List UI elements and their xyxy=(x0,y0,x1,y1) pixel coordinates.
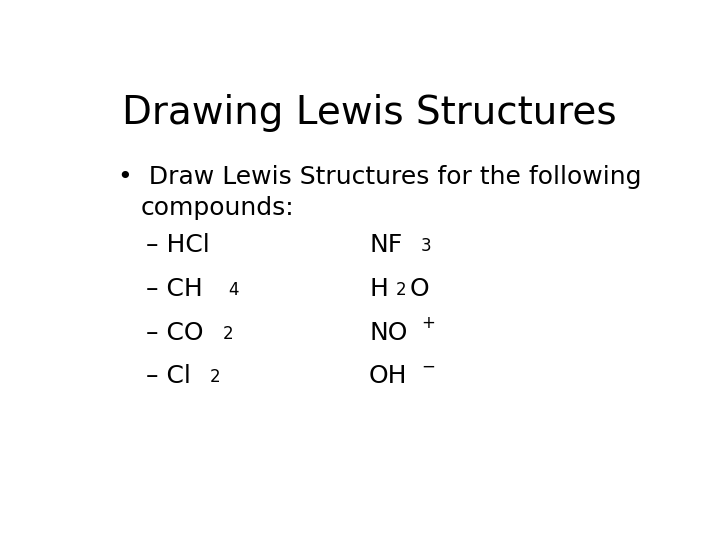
Text: – HCl: – HCl xyxy=(145,233,210,257)
Text: NO: NO xyxy=(369,321,408,345)
Text: compounds:: compounds: xyxy=(140,196,294,220)
Text: 2: 2 xyxy=(210,368,220,386)
Text: 2: 2 xyxy=(396,281,406,299)
Text: – Cl: – Cl xyxy=(145,364,191,388)
Text: 4: 4 xyxy=(228,281,239,299)
Text: H: H xyxy=(369,277,388,301)
Text: 3: 3 xyxy=(421,238,431,255)
Text: Drawing Lewis Structures: Drawing Lewis Structures xyxy=(122,94,616,132)
Text: •  Draw Lewis Structures for the following: • Draw Lewis Structures for the followin… xyxy=(118,165,642,188)
Text: O: O xyxy=(409,277,429,301)
Text: +: + xyxy=(421,314,435,332)
Text: NF: NF xyxy=(369,233,402,257)
Text: – CO: – CO xyxy=(145,321,203,345)
Text: OH: OH xyxy=(369,364,408,388)
Text: – CH: – CH xyxy=(145,277,202,301)
Text: 2: 2 xyxy=(222,325,233,343)
Text: −: − xyxy=(421,358,435,376)
